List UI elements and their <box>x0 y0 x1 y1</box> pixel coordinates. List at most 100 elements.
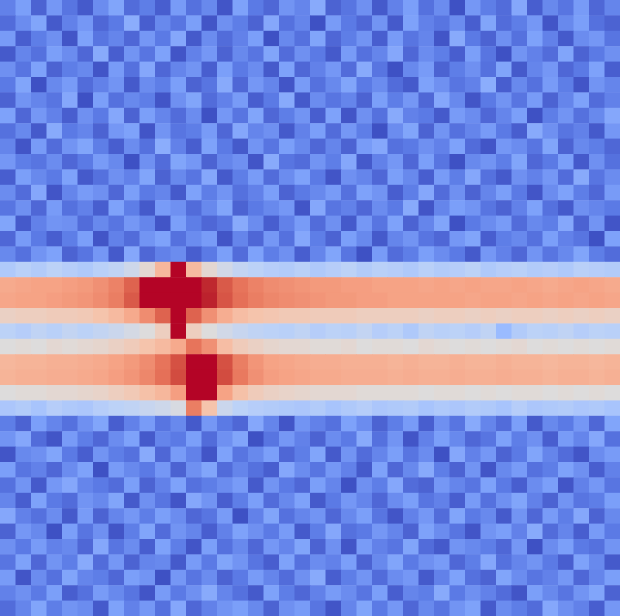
heatmap-cell <box>0 123 16 139</box>
heatmap-cell <box>496 570 512 586</box>
heatmap-cell <box>465 139 481 155</box>
heatmap-cell <box>202 139 218 155</box>
heatmap-cell <box>264 31 280 47</box>
heatmap-cell <box>403 62 419 78</box>
heatmap-cell <box>233 200 249 216</box>
heatmap-cell <box>202 185 218 201</box>
heatmap-cell <box>171 508 187 524</box>
heatmap-cell <box>62 0 78 16</box>
heatmap-cell <box>512 493 528 509</box>
heatmap-cell <box>388 539 404 555</box>
heatmap-cell <box>341 339 357 355</box>
heatmap-cell <box>558 62 574 78</box>
heatmap-cell <box>527 539 543 555</box>
heatmap-cell <box>419 185 435 201</box>
heatmap-cell <box>0 477 16 493</box>
heatmap-cell <box>434 154 450 170</box>
heatmap-cell <box>574 462 590 478</box>
heatmap-cell <box>248 508 264 524</box>
heatmap-cell <box>558 15 574 31</box>
heatmap-cell <box>264 354 280 370</box>
heatmap-cell <box>233 277 249 293</box>
heatmap-cell <box>202 323 218 339</box>
heatmap-cell <box>326 154 342 170</box>
heatmap-cell <box>403 585 419 601</box>
heatmap-cell <box>279 92 295 108</box>
heatmap-cell <box>388 200 404 216</box>
heatmap-cell <box>341 31 357 47</box>
heatmap-cell <box>16 200 32 216</box>
heatmap-cell <box>496 447 512 463</box>
heatmap-cell <box>217 200 233 216</box>
heatmap-cell <box>62 108 78 124</box>
heatmap-cell <box>202 585 218 601</box>
heatmap-cell <box>512 216 528 232</box>
heatmap-cell <box>248 539 264 555</box>
heatmap-cell <box>310 123 326 139</box>
heatmap-cell <box>372 539 388 555</box>
heatmap-cell <box>341 46 357 62</box>
heatmap-cell <box>171 554 187 570</box>
heatmap-cell <box>124 139 140 155</box>
heatmap-cell <box>496 46 512 62</box>
heatmap-cell <box>326 323 342 339</box>
heatmap-cell <box>217 246 233 262</box>
heatmap-cell <box>605 570 620 586</box>
heatmap-cell <box>465 277 481 293</box>
heatmap-cell <box>140 339 156 355</box>
heatmap-cell <box>233 400 249 416</box>
heatmap-cell <box>388 139 404 155</box>
heatmap-cell <box>481 31 497 47</box>
heatmap-cell <box>558 339 574 355</box>
heatmap-cell <box>465 508 481 524</box>
heatmap-cell <box>341 92 357 108</box>
heatmap-cell <box>140 431 156 447</box>
heatmap-cell <box>295 493 311 509</box>
heatmap-cell <box>233 508 249 524</box>
heatmap-cell <box>372 416 388 432</box>
heatmap-cell <box>16 354 32 370</box>
heatmap-cell <box>186 277 202 293</box>
heatmap-cell <box>574 493 590 509</box>
heatmap-cell <box>93 508 109 524</box>
heatmap-cell <box>47 31 63 47</box>
heatmap-cell <box>372 262 388 278</box>
heatmap-cell <box>16 92 32 108</box>
heatmap-cell <box>186 0 202 16</box>
heatmap-cell <box>109 77 125 93</box>
heatmap-cell <box>186 601 202 616</box>
heatmap-cell <box>341 477 357 493</box>
heatmap-cell <box>326 246 342 262</box>
heatmap-cell <box>248 585 264 601</box>
heatmap-cell <box>186 216 202 232</box>
heatmap-cell <box>372 139 388 155</box>
heatmap-cell <box>47 277 63 293</box>
heatmap-cell <box>62 308 78 324</box>
heatmap-cell <box>109 339 125 355</box>
heatmap-cell <box>248 154 264 170</box>
heatmap-cell <box>465 447 481 463</box>
heatmap-cell <box>78 246 94 262</box>
heatmap-cell <box>558 601 574 616</box>
heatmap-cell <box>357 323 373 339</box>
heatmap-cell <box>202 62 218 78</box>
heatmap-cell <box>465 585 481 601</box>
heatmap-cell <box>202 400 218 416</box>
heatmap-cell <box>434 308 450 324</box>
heatmap-cell <box>558 200 574 216</box>
heatmap-cell <box>310 539 326 555</box>
heatmap-cell <box>233 308 249 324</box>
heatmap-cell <box>62 370 78 386</box>
heatmap-cell <box>481 77 497 93</box>
heatmap-cell <box>295 0 311 16</box>
heatmap-cell <box>403 508 419 524</box>
heatmap-cell <box>78 385 94 401</box>
heatmap-cell <box>62 293 78 309</box>
heatmap-cell <box>155 123 171 139</box>
heatmap-cell <box>202 216 218 232</box>
heatmap-cell <box>388 77 404 93</box>
heatmap-cell <box>295 108 311 124</box>
heatmap-cell <box>434 108 450 124</box>
heatmap-cell <box>481 601 497 616</box>
heatmap-cell <box>341 246 357 262</box>
